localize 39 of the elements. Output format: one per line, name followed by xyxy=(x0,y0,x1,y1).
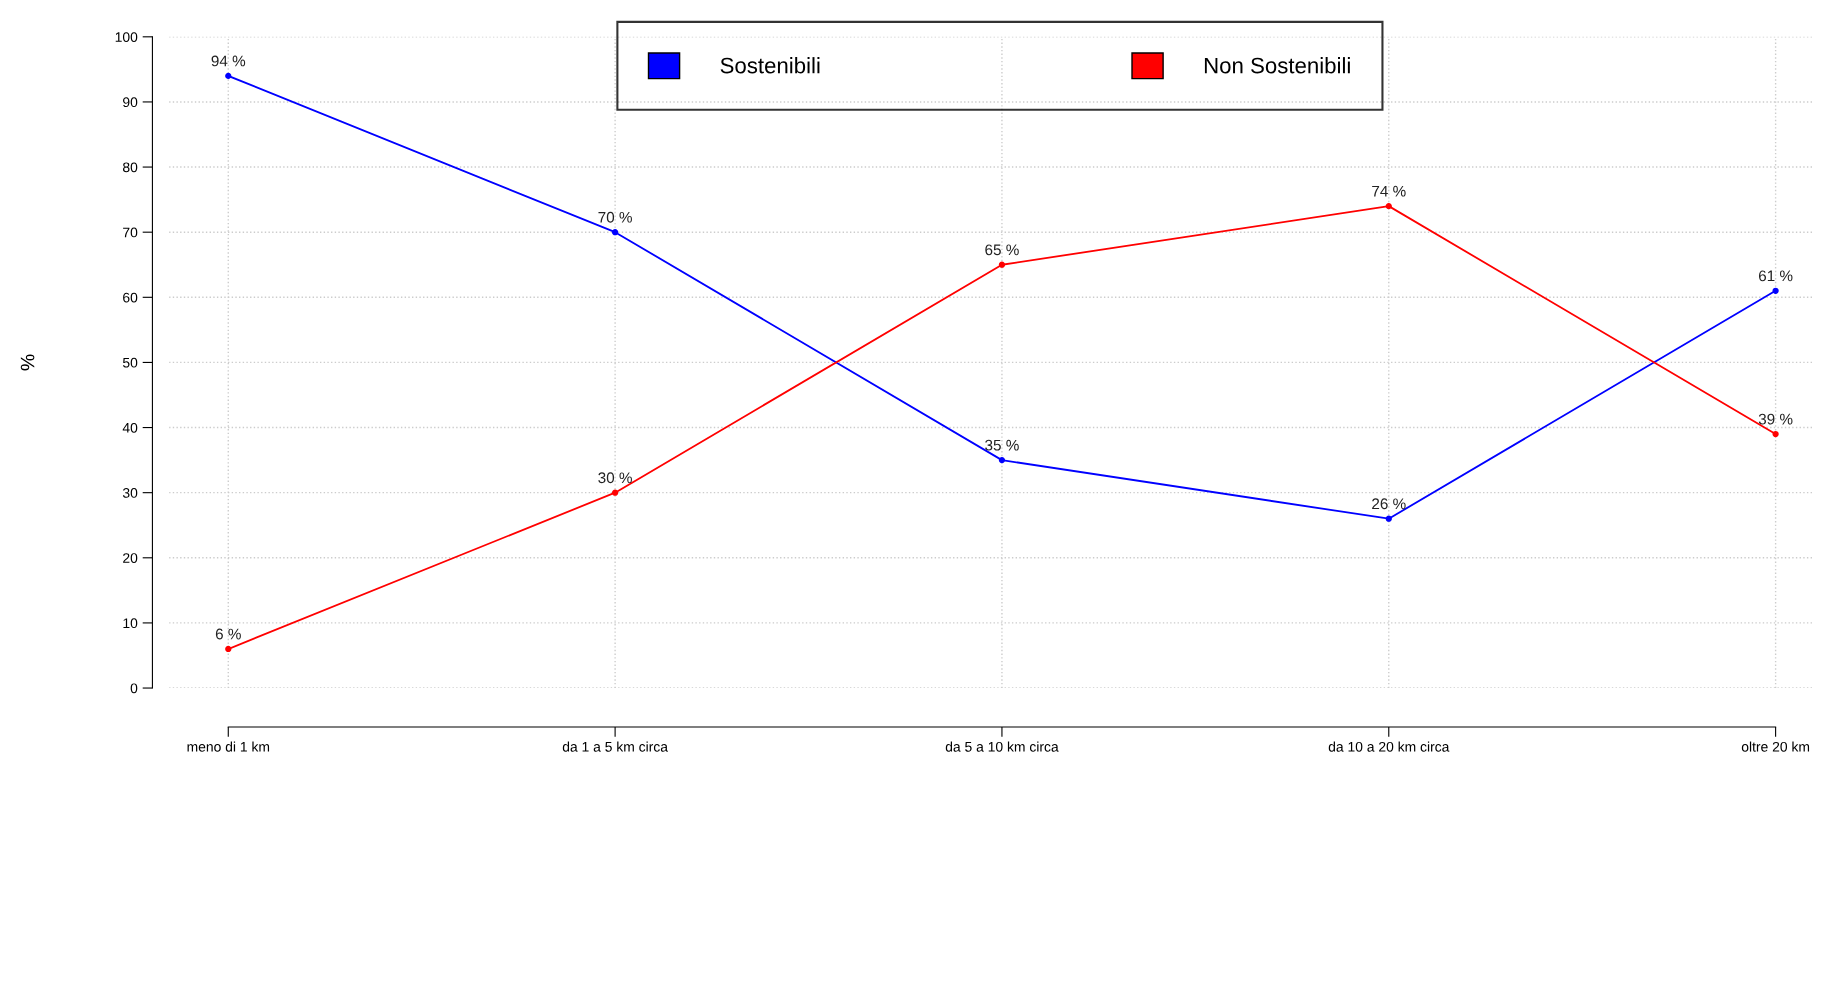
data-label: 61 % xyxy=(1758,270,1793,282)
point xyxy=(1385,515,1392,522)
x-tick-label: da 5 a 10 km circa xyxy=(945,741,1059,752)
point xyxy=(998,456,1006,464)
data-label: 6 % xyxy=(215,628,241,640)
y-tick-label: 60 xyxy=(123,292,138,303)
y-tick-label: 70 xyxy=(123,227,138,238)
legend-label: Sostenibili xyxy=(720,57,820,74)
point xyxy=(611,229,619,236)
point xyxy=(225,72,232,80)
data-label: 39 % xyxy=(1758,413,1793,425)
data-label: 35 % xyxy=(985,439,1019,451)
point xyxy=(1772,287,1779,294)
point xyxy=(1772,430,1779,438)
y-tick-label: 0 xyxy=(130,683,138,694)
y-tick-label: 50 xyxy=(122,357,138,368)
x-tick-label: da 1 a 5 km circa xyxy=(562,741,668,752)
data-label: 74 % xyxy=(1372,185,1406,197)
y-tick-label: 100 xyxy=(115,32,138,42)
point xyxy=(225,645,232,653)
data-label: 70 % xyxy=(598,211,632,223)
point xyxy=(1385,203,1392,210)
point xyxy=(611,489,619,496)
y-axis-title: % xyxy=(20,354,35,371)
point xyxy=(998,261,1006,268)
data-label: 30 % xyxy=(598,472,632,484)
x-tick-label: oltre 20 km xyxy=(1741,741,1810,752)
legend-label: Non Sostenibili xyxy=(1204,57,1350,74)
data-label: 94 % xyxy=(211,55,246,67)
y-tick-label: 80 xyxy=(123,162,138,173)
x-tick-label: da 10 a 20 km circa xyxy=(1328,741,1450,752)
y-tick-label: 30 xyxy=(122,488,138,498)
y-tick-label: 90 xyxy=(123,97,138,108)
y-tick-label: 10 xyxy=(123,618,138,629)
data-label: 26 % xyxy=(1372,498,1406,510)
x-tick-label: meno di 1 km xyxy=(187,741,270,752)
y-tick-label: 20 xyxy=(123,553,138,563)
y-tick-label: 40 xyxy=(122,422,138,433)
data-label: 65 % xyxy=(985,244,1019,256)
